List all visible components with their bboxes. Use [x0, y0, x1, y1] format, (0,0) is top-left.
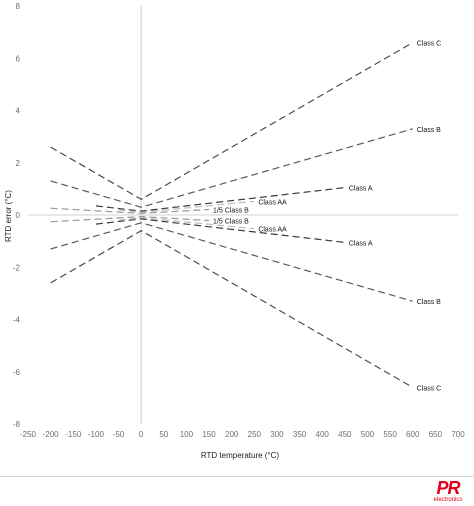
series-line-class-b [50, 128, 413, 208]
logo-mark: PR [436, 478, 460, 498]
pr-electronics-logo: PR electronics [426, 479, 470, 504]
y-tick-label: 0 [16, 211, 21, 220]
series-label: Class C [417, 385, 442, 392]
x-tick-label: 50 [159, 430, 168, 439]
y-tick-label: -4 [13, 316, 21, 325]
x-tick-label: 400 [316, 430, 330, 439]
x-tick-label: 550 [383, 430, 397, 439]
series-line-class-aa [118, 200, 255, 214]
series-line-1-5-class-b [50, 207, 210, 215]
x-tick-label: 600 [406, 430, 420, 439]
x-tick-label: 250 [248, 430, 262, 439]
x-tick-label: 450 [338, 430, 352, 439]
series-label: 1/5 Class B [213, 208, 249, 215]
y-tick-label: 6 [16, 54, 21, 63]
y-tick-label: -8 [13, 420, 21, 429]
x-tick-label: -50 [113, 430, 125, 439]
x-tick-label: -250 [20, 430, 37, 439]
series-line-class-a [95, 187, 345, 212]
logo-subtext: electronics [433, 497, 463, 503]
x-tick-label: 650 [429, 430, 443, 439]
series-lines [50, 42, 413, 388]
y-axis-title: RTD error (°C) [4, 190, 13, 242]
series-label: Class A [349, 186, 373, 193]
y-tick-label: 2 [16, 159, 21, 168]
series-label: Class AA [258, 227, 287, 234]
x-tick-label: 500 [361, 430, 375, 439]
y-tick-label: 8 [16, 2, 21, 11]
series-label: Class B [417, 127, 441, 134]
x-tick-label: 200 [225, 430, 239, 439]
x-tick-label: 100 [180, 430, 194, 439]
series-line-class-b [50, 222, 413, 302]
series-line-class-a [95, 218, 345, 243]
series-label: Class AA [258, 199, 287, 206]
tick-labels: -250 -200 -150 -100 -50 0 50 100 150 200 250 300 350… [13, 2, 465, 439]
x-tick-label: 700 [451, 430, 465, 439]
x-tick-label: -150 [65, 430, 82, 439]
x-axis-title: RTD temperature (°C) [201, 451, 280, 460]
series-line-class-aa [118, 216, 255, 230]
series-label: 1/5 Class B [213, 218, 249, 225]
x-tick-label: 350 [293, 430, 307, 439]
series-label: Class A [349, 240, 373, 247]
x-tick-label: 0 [139, 430, 144, 439]
x-tick-label: -200 [43, 430, 60, 439]
footer-divider [0, 476, 474, 477]
series-labels: Class C Class C Class B Class B Class A Class… [213, 41, 441, 393]
x-tick-label: 300 [270, 430, 284, 439]
series-label: Class B [417, 299, 441, 306]
x-tick-label: 150 [202, 430, 216, 439]
axes [28, 6, 458, 424]
series-line-class-c [50, 230, 413, 388]
x-tick-label: -100 [88, 430, 105, 439]
series-label: Class C [417, 41, 442, 48]
series-line-1-5-class-b [50, 215, 210, 223]
y-tick-label: -6 [13, 368, 21, 377]
rtd-error-chart: Class C Class C Class B Class B Class A Class… [4, 2, 465, 460]
series-line-class-c [50, 42, 413, 200]
y-tick-label: -2 [13, 263, 21, 272]
y-tick-label: 4 [16, 107, 21, 116]
